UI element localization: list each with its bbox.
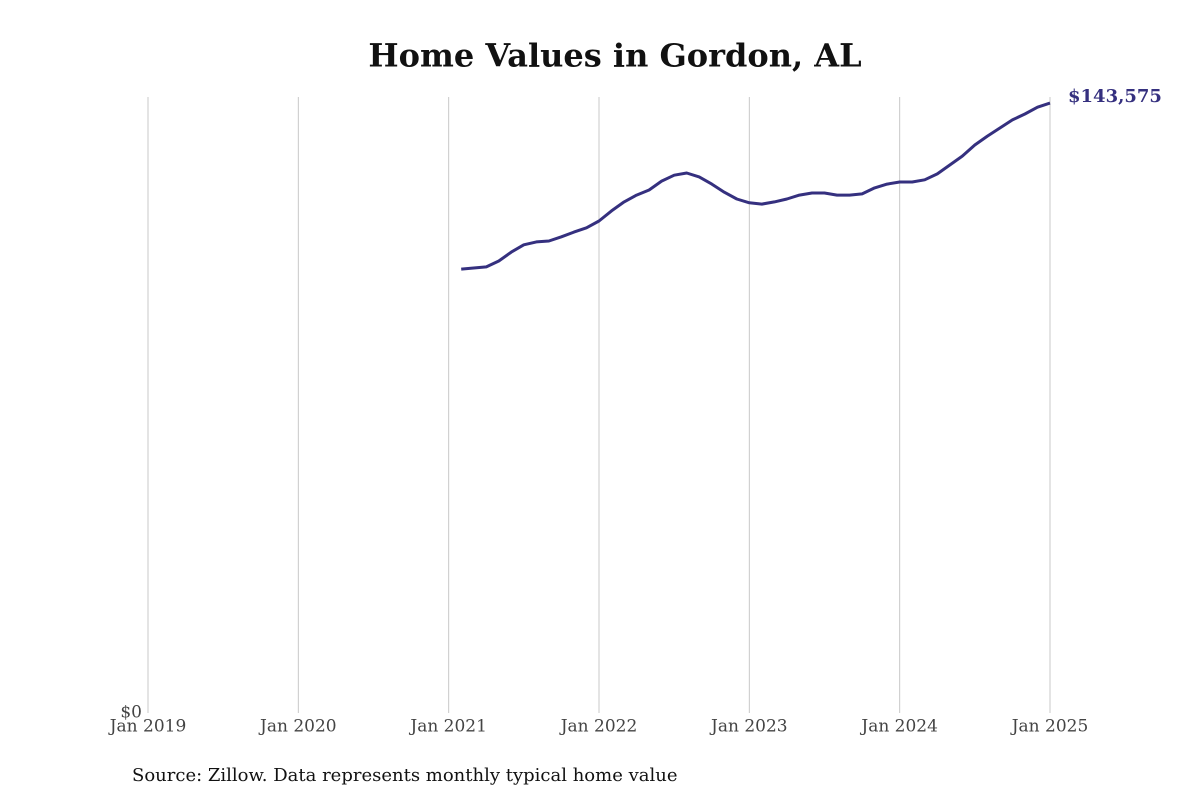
source-note: Source: Zillow. Data represents monthly … [132,765,678,786]
x-tick-label: Jan 2025 [1010,717,1089,737]
y-tick-label: $0 [120,703,142,723]
x-tick-label: Jan 2020 [258,717,337,737]
x-tick-label: Jan 2021 [408,717,487,737]
x-tick-label: Jan 2024 [859,717,938,737]
x-tick-label: Jan 2022 [559,717,638,737]
value-label: $143,575 [1068,86,1162,107]
x-tick-label: Jan 2023 [709,717,788,737]
line [461,101,1051,271]
x-tick-label: Jan 2019 [108,717,187,737]
chart-title: Home Values in Gordon, AL [368,37,861,75]
